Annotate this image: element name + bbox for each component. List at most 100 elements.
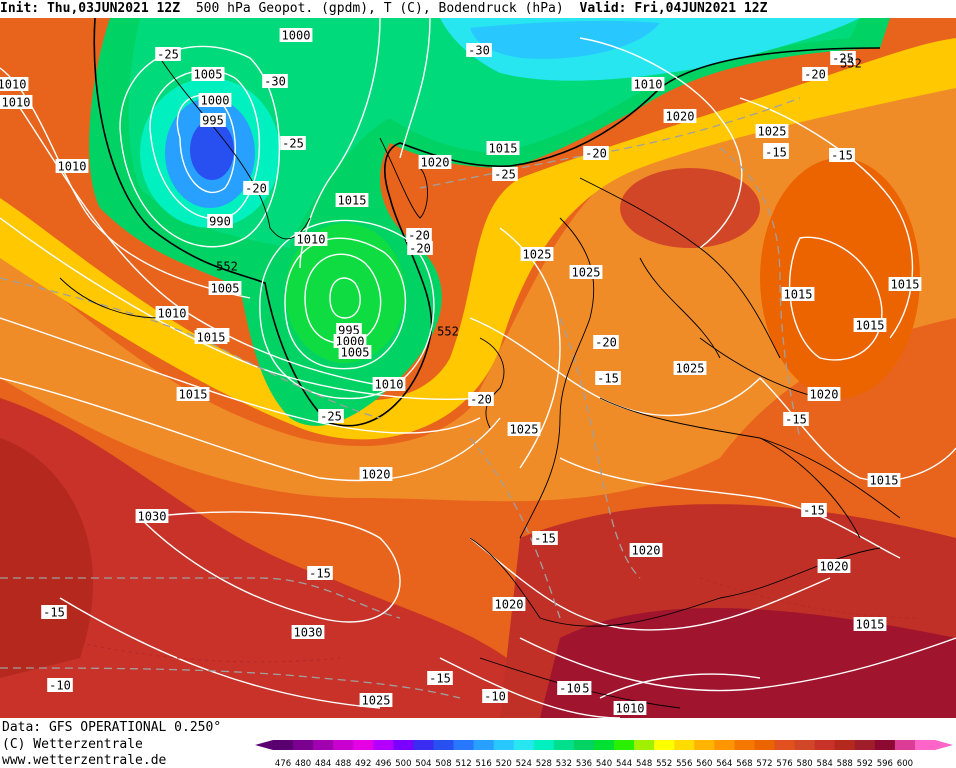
svg-text:-25: -25 bbox=[320, 410, 342, 424]
svg-text:1020: 1020 bbox=[421, 156, 450, 170]
svg-text:1005: 1005 bbox=[194, 68, 223, 82]
colorbar-swatch bbox=[894, 740, 916, 750]
colorbar-tick-label: 540 bbox=[596, 759, 612, 768]
svg-text:-30: -30 bbox=[468, 44, 490, 58]
colorbar-tick-label: 504 bbox=[415, 759, 431, 768]
pressure-label: 1015 bbox=[781, 287, 815, 302]
colorbar-swatch bbox=[854, 740, 876, 750]
temperature-label: -25 bbox=[280, 136, 306, 151]
colorbar-right-arrow bbox=[935, 740, 953, 750]
svg-text:1010: 1010 bbox=[0, 78, 26, 92]
svg-text:1015: 1015 bbox=[197, 331, 226, 345]
svg-text:-25: -25 bbox=[157, 48, 179, 62]
svg-text:-10: -10 bbox=[484, 690, 506, 704]
svg-text:552: 552 bbox=[216, 260, 238, 274]
svg-text:-25: -25 bbox=[494, 168, 516, 182]
colorbar-tick-label: 480 bbox=[295, 759, 311, 768]
temperature-lines bbox=[0, 97, 801, 699]
svg-text:1015: 1015 bbox=[891, 278, 920, 292]
colorbar-swatch bbox=[273, 740, 294, 750]
svg-text:1005: 1005 bbox=[341, 346, 370, 360]
pressure-label: 1020 bbox=[629, 543, 663, 558]
field-dark-west bbox=[0, 438, 93, 678]
svg-text:995: 995 bbox=[202, 114, 224, 128]
colorbar-swatch bbox=[513, 740, 535, 750]
colorbar-tick-label: 548 bbox=[636, 759, 652, 768]
colorbar-tick-label: 520 bbox=[496, 759, 512, 768]
map-canvas: 1010 1000 1005 1010 1005 1000 995 1010 990 1015 10… bbox=[0, 18, 956, 718]
temperature-label: -15 bbox=[427, 671, 453, 686]
pressure-label: 1020 bbox=[359, 467, 393, 482]
temperature-label: -15 bbox=[307, 566, 333, 581]
colorbar-swatch bbox=[634, 740, 655, 750]
colorbar-tick-label: 572 bbox=[756, 759, 772, 768]
colorbar-swatch bbox=[694, 740, 715, 750]
svg-text:1020: 1020 bbox=[632, 544, 661, 558]
temperature-label: -20 bbox=[583, 146, 609, 161]
colorbar-tick-label: 600 bbox=[897, 759, 913, 768]
colorbar-tick-label: 536 bbox=[576, 759, 592, 768]
temperature-label: -20 bbox=[802, 67, 828, 82]
svg-text:-30: -30 bbox=[264, 75, 286, 89]
colorbar-swatch bbox=[774, 740, 796, 750]
svg-text:-20: -20 bbox=[408, 229, 430, 243]
website-url-link[interactable]: www.wetterzentrale.de bbox=[2, 753, 167, 768]
pressure-label: 1010 bbox=[294, 232, 328, 247]
colorbar-tick-label: 580 bbox=[796, 759, 812, 768]
colorbar-swatch bbox=[714, 740, 735, 750]
svg-text:1010: 1010 bbox=[634, 78, 663, 92]
colorbar-tick-label: 528 bbox=[536, 759, 552, 768]
colorbar-swatch bbox=[293, 740, 314, 750]
colorbar-swatch bbox=[914, 740, 936, 750]
svg-text:1020: 1020 bbox=[810, 388, 839, 402]
temperature-labels: -25-30-30-25-20-20-25-20-25-20-20-15-15-… bbox=[41, 43, 856, 704]
pressure-label: 1010 bbox=[613, 701, 647, 716]
colorbar-swatch bbox=[473, 740, 495, 750]
temperature-label: -15 bbox=[783, 412, 809, 427]
svg-text:-15: -15 bbox=[831, 149, 853, 163]
pressure-label: 1015 bbox=[176, 387, 210, 402]
data-source-text: Data: GFS OPERATIONAL 0.250° bbox=[2, 720, 222, 735]
temperature-label: -10 bbox=[482, 689, 508, 704]
pressure-label: 1030 bbox=[291, 625, 325, 640]
temperature-label: -15 bbox=[763, 145, 789, 160]
svg-text:1015: 1015 bbox=[784, 288, 813, 302]
colorbar-swatch bbox=[794, 740, 816, 750]
init-label: Init: bbox=[0, 1, 40, 16]
svg-text:-15: -15 bbox=[597, 372, 619, 386]
colorbar-swatch bbox=[533, 740, 555, 750]
temperature-label: -30 bbox=[466, 43, 492, 58]
field-red-russia bbox=[760, 158, 920, 398]
svg-text:1020: 1020 bbox=[820, 560, 849, 574]
colorbar-tick-label: 484 bbox=[315, 759, 331, 768]
svg-text:1025: 1025 bbox=[362, 694, 391, 708]
pressure-label: 1015 bbox=[853, 318, 887, 333]
colorbar-swatch bbox=[834, 740, 856, 750]
temperature-label: -10 bbox=[557, 681, 583, 696]
svg-text:1030: 1030 bbox=[294, 626, 323, 640]
pressure-label: 1025 bbox=[359, 693, 393, 708]
temperature-label: -20 bbox=[406, 228, 432, 243]
colorbar-swatch bbox=[493, 740, 515, 750]
colorbar-tick-label: 560 bbox=[696, 759, 712, 768]
pressure-label: 1005 bbox=[191, 67, 225, 82]
field-cyan-core bbox=[470, 20, 660, 59]
colorbar-swatch bbox=[553, 740, 575, 750]
svg-text:1025: 1025 bbox=[758, 125, 787, 139]
svg-text:-20: -20 bbox=[585, 147, 607, 161]
pressure-label: 1020 bbox=[807, 387, 841, 402]
svg-text:1025: 1025 bbox=[572, 266, 601, 280]
colorbar-tick-label: 552 bbox=[656, 759, 672, 768]
svg-text:-15: -15 bbox=[785, 413, 807, 427]
temperature-label: -15 bbox=[41, 605, 67, 620]
colorbar-swatch bbox=[393, 740, 414, 750]
colorbar-swatch bbox=[734, 740, 755, 750]
svg-text:-15: -15 bbox=[534, 532, 556, 546]
svg-text:1025: 1025 bbox=[676, 362, 705, 376]
svg-text:1015: 1015 bbox=[870, 474, 899, 488]
colorbar-tick-label: 596 bbox=[877, 759, 893, 768]
svg-text:1010: 1010 bbox=[297, 233, 326, 247]
temperature-label: -15 bbox=[532, 531, 558, 546]
colorbar-swatch bbox=[754, 740, 776, 750]
